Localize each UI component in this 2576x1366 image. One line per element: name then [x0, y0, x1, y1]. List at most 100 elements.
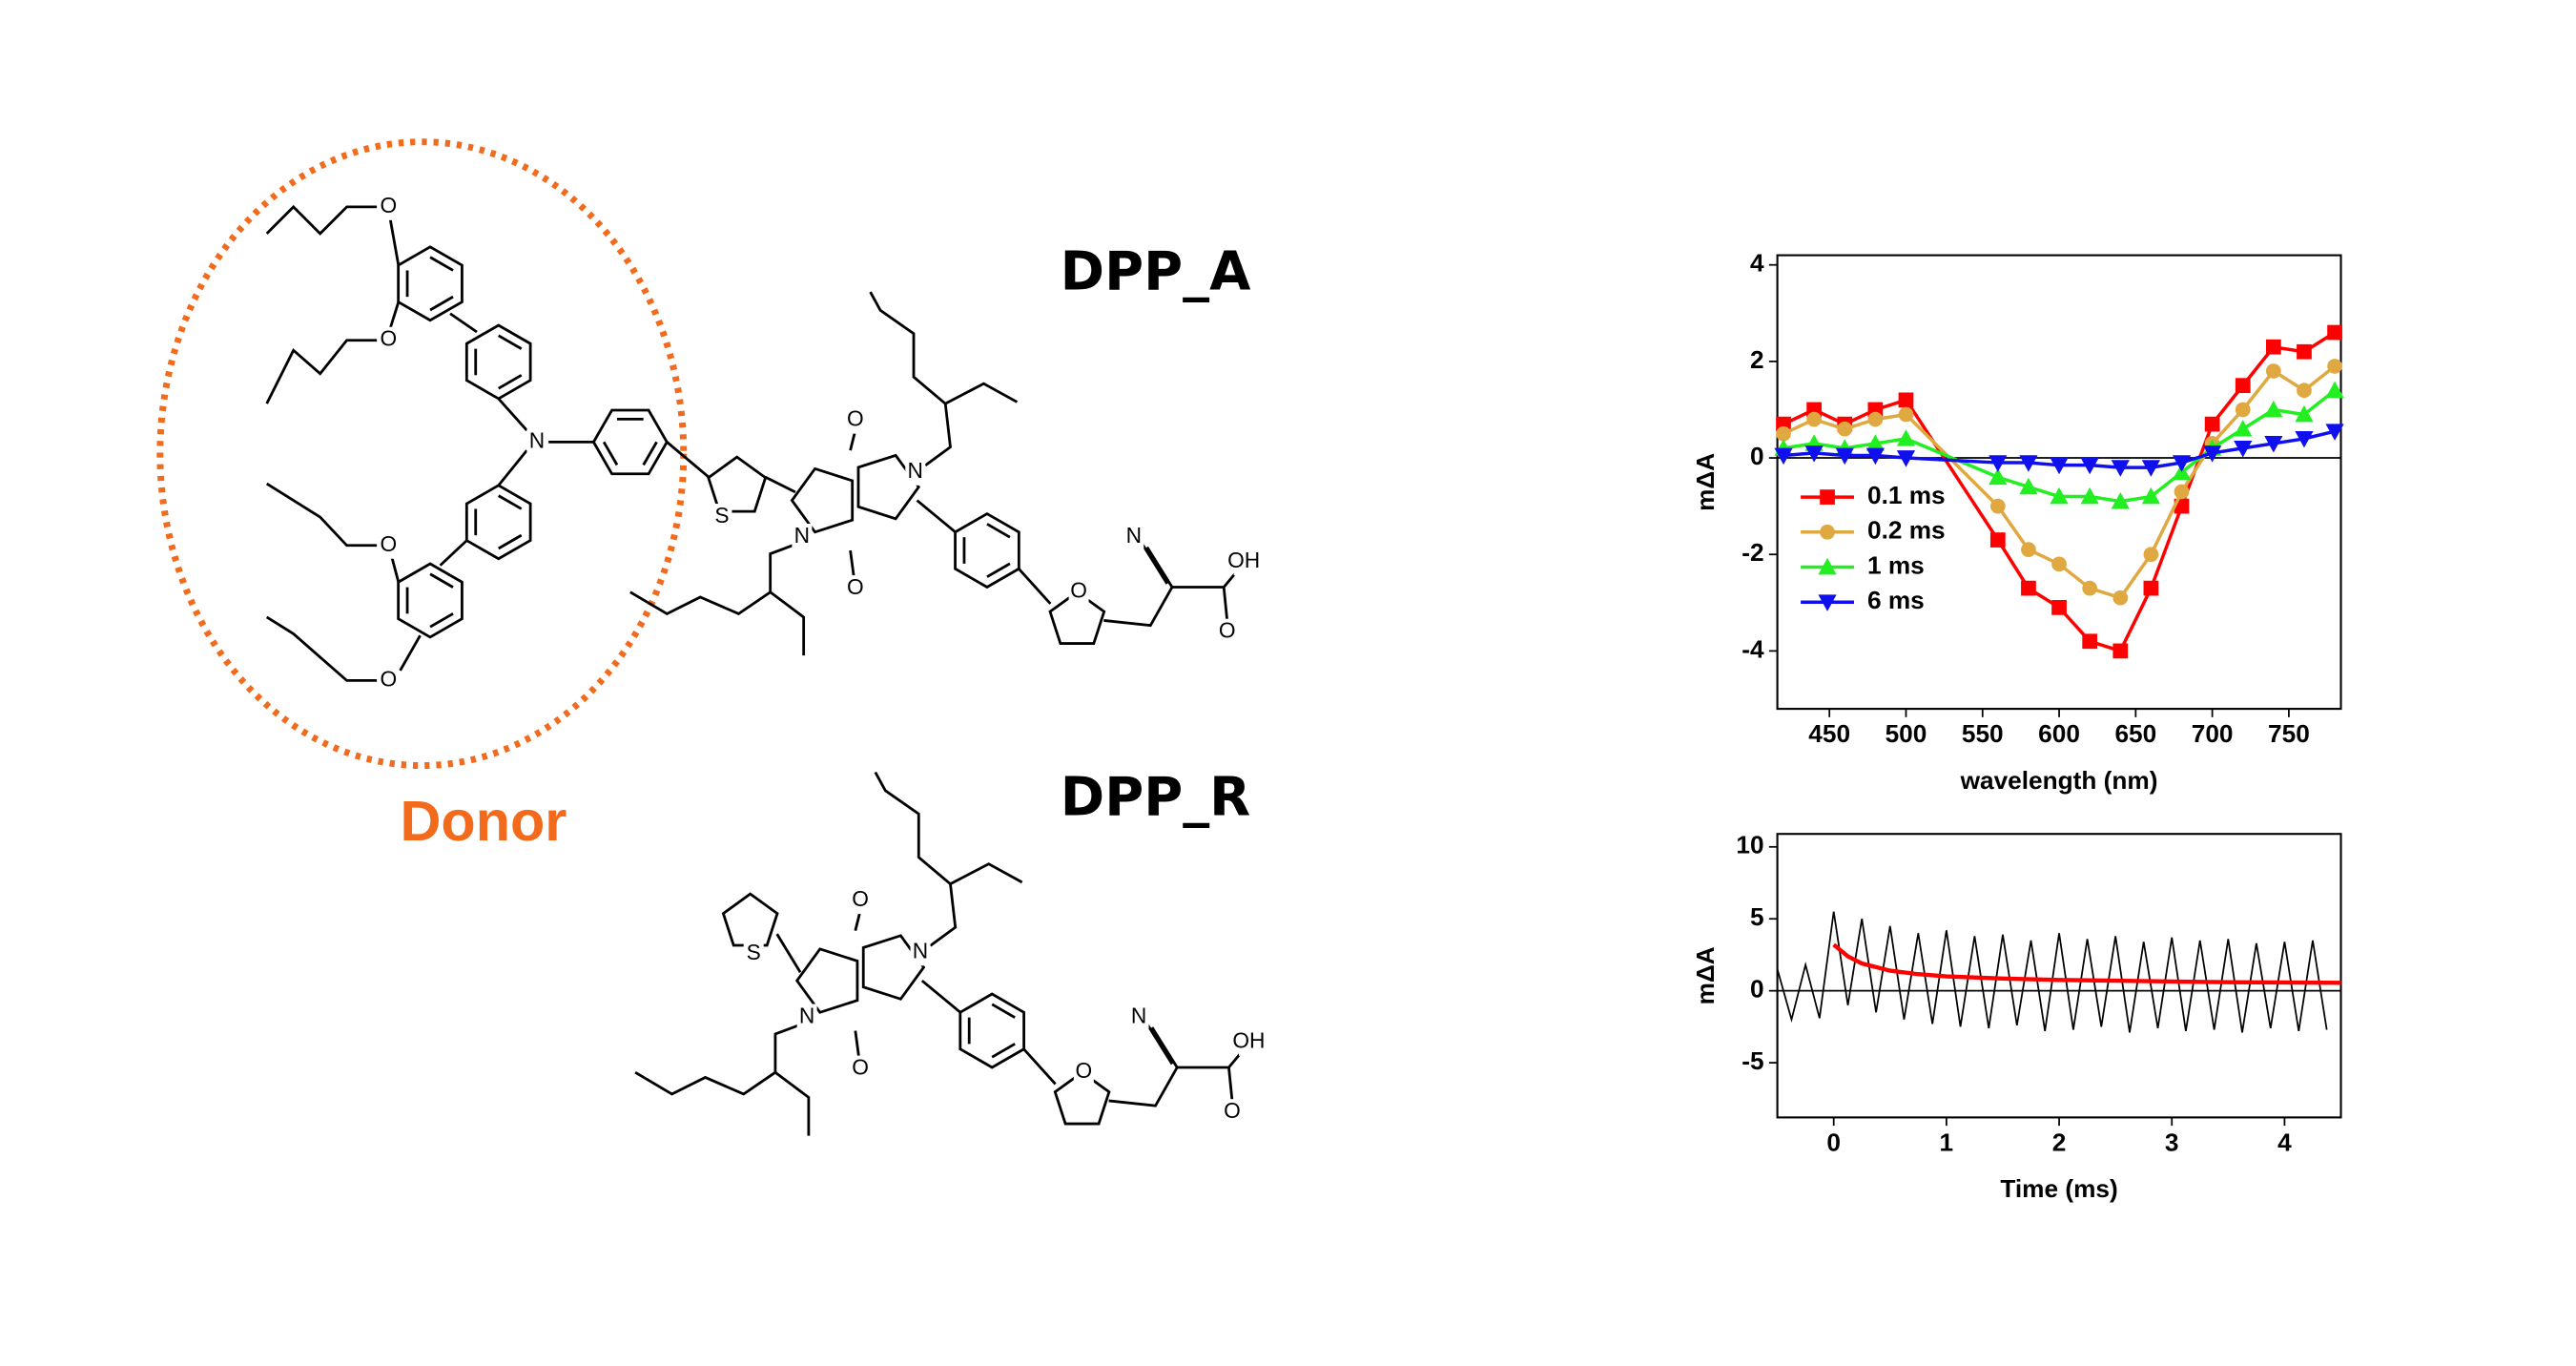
marker — [2297, 383, 2312, 399]
x-tick-label: 600 — [2038, 719, 2080, 748]
marker — [2325, 424, 2344, 441]
marker — [1818, 557, 1837, 575]
bond — [920, 979, 961, 1014]
plot-frame — [1776, 833, 2342, 1119]
marker — [2235, 378, 2251, 394]
atom-bg — [1222, 1099, 1243, 1127]
marker — [2234, 420, 2253, 437]
x-tick-label: 4 — [2277, 1128, 2292, 1156]
double-bond — [986, 523, 1011, 539]
y-axis-title: mΔA — [1691, 453, 1720, 511]
bond — [265, 482, 378, 548]
marker — [1806, 411, 1823, 427]
marker — [2082, 633, 2098, 650]
marker — [2327, 359, 2342, 374]
atom-label: O — [380, 531, 397, 556]
atom-label: N — [529, 427, 545, 452]
atom-label: S — [714, 503, 729, 528]
ring — [1053, 1070, 1111, 1126]
bond — [390, 556, 401, 583]
marker — [1804, 445, 1824, 463]
atom-label: O — [1076, 1058, 1093, 1083]
bond — [1145, 546, 1174, 589]
atom-bg — [378, 193, 399, 220]
atom-label: N — [913, 938, 928, 962]
y-axis-title: mΔA — [1691, 946, 1720, 1004]
x-tick-label: 2 — [2052, 1128, 2067, 1156]
atom-bg — [850, 887, 871, 915]
atom-bg — [378, 531, 399, 559]
bond — [774, 1071, 811, 1136]
ring — [707, 455, 768, 513]
bond — [769, 590, 806, 656]
double-bond — [498, 494, 523, 510]
marker — [2265, 363, 2281, 379]
marker — [2265, 339, 2281, 355]
bond — [388, 217, 401, 266]
bond — [439, 539, 468, 567]
marker — [1989, 532, 2006, 548]
atom-bg — [1073, 1059, 1094, 1087]
marker — [2050, 486, 2069, 505]
atom-label: OH — [1227, 548, 1260, 572]
marker — [2019, 455, 2038, 472]
double-bond — [429, 612, 454, 629]
atom-bg — [378, 326, 399, 354]
atom-bg — [711, 504, 732, 531]
ring — [464, 484, 532, 561]
ring — [1048, 590, 1106, 645]
marker — [2019, 477, 2038, 495]
marker — [2295, 430, 2314, 448]
marker — [2264, 400, 2283, 418]
marker — [1989, 498, 2006, 514]
bond — [849, 549, 855, 576]
atom-label: O — [847, 406, 864, 431]
bond — [1145, 1023, 1174, 1066]
bond — [265, 204, 378, 236]
atom-label: O — [847, 574, 864, 599]
marker — [1898, 392, 1914, 408]
atom-bg — [845, 406, 866, 434]
bond — [1108, 1046, 1247, 1107]
marker — [1989, 455, 2008, 472]
bond — [869, 291, 952, 466]
y-tick-label: 10 — [1736, 831, 1763, 859]
marker — [2112, 643, 2129, 659]
ring — [721, 892, 779, 947]
marker — [1989, 467, 2008, 486]
atom-label: O — [380, 326, 397, 351]
bond — [944, 382, 1019, 405]
y-tick-label: 5 — [1750, 902, 1764, 931]
double-bond — [986, 562, 1011, 578]
atom-bg — [850, 1055, 871, 1083]
bond — [399, 634, 422, 672]
marker — [1896, 450, 1916, 467]
marker — [2051, 599, 2067, 615]
x-tick-label: 700 — [2192, 719, 2234, 748]
legend-label: 0.1 ms — [1867, 481, 1946, 509]
atom-label: N — [1131, 1004, 1146, 1028]
bond — [854, 1030, 860, 1056]
atom-bg — [792, 524, 813, 551]
atom-bg — [1123, 524, 1144, 551]
bond — [1150, 1026, 1179, 1068]
atom-bg — [845, 575, 866, 603]
marker — [2141, 486, 2161, 505]
double-bond — [498, 374, 523, 390]
marker — [2080, 457, 2099, 475]
marker — [2080, 486, 2099, 505]
bond — [916, 499, 957, 533]
marker — [2111, 491, 2130, 509]
molecule-core: O N N O N OH O O — [629, 291, 1260, 656]
marker — [2112, 590, 2129, 606]
marker — [2082, 580, 2098, 596]
x-tick-label: 1 — [1940, 1128, 1954, 1156]
donor-outline — [156, 138, 688, 770]
bond — [949, 862, 1023, 885]
atom-bg — [1217, 618, 1238, 646]
y-tick-label: 2 — [1750, 345, 1764, 374]
double-bond — [991, 1003, 1016, 1019]
legend-label: 1 ms — [1867, 550, 1925, 579]
marker — [2021, 542, 2036, 558]
atom-label: O — [1219, 618, 1236, 643]
